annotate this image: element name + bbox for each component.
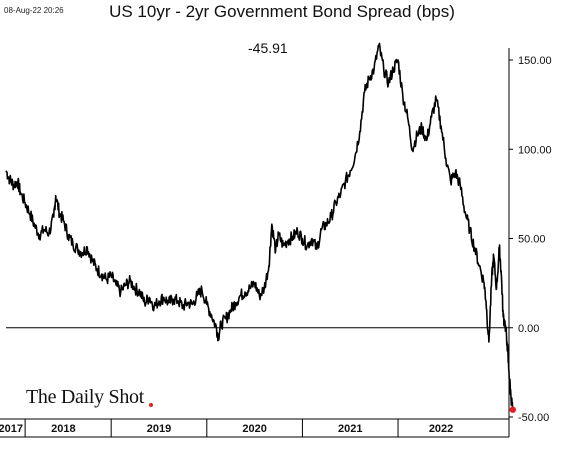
daily-shot-logo: The Daily Shot bbox=[26, 386, 145, 408]
timestamp: 08-Aug-22 20:26 bbox=[4, 6, 64, 15]
last-point-marker bbox=[509, 406, 516, 413]
chart-title: US 10yr - 2yr Government Bond Spread (bp… bbox=[109, 2, 455, 21]
x-tick-label: 2021 bbox=[338, 423, 362, 435]
x-tick-label: 2018 bbox=[51, 423, 75, 435]
x-tick-label: 2019 bbox=[147, 423, 171, 435]
series-line bbox=[5, 42, 514, 410]
x-tick-label: 2022 bbox=[429, 423, 453, 435]
last-value-label: -45.91 bbox=[248, 40, 288, 56]
logo-dot-icon bbox=[149, 403, 153, 407]
y-tick-label: 50.00 bbox=[518, 234, 546, 246]
y-tick-label: 0.00 bbox=[518, 323, 539, 335]
x-tick-label: 2017 bbox=[0, 423, 23, 435]
x-tick-label: 2020 bbox=[242, 423, 266, 435]
y-tick-label: -50.00 bbox=[518, 412, 549, 424]
y-tick-label: 100.00 bbox=[518, 144, 552, 156]
y-tick-label: 150.00 bbox=[518, 55, 552, 67]
